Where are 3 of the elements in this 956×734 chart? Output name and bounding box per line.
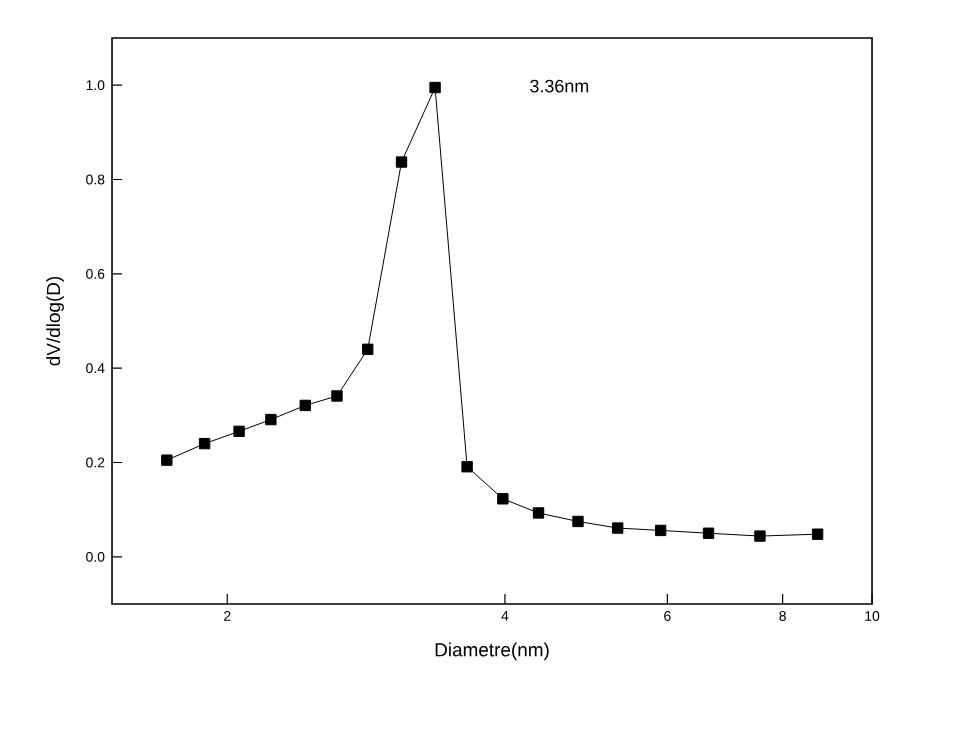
y-axis-title: dV/dlog(D)	[46, 276, 64, 366]
annotation: 3.36nm	[530, 79, 589, 93]
x-axis-title: Diametre(nm)	[435, 642, 549, 661]
